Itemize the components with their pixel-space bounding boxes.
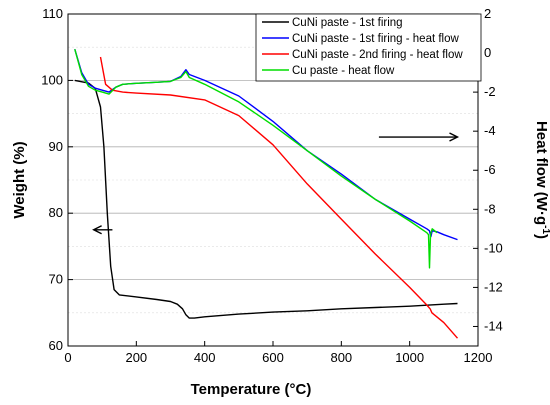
annotations <box>92 132 460 235</box>
y-right-tick-label: -4 <box>484 123 496 138</box>
legend: CuNi paste - 1st firing CuNi paste - 1st… <box>255 13 482 82</box>
series-line-4 <box>74 49 438 269</box>
series-line-1 <box>74 79 458 319</box>
legend-entry-4: Cu paste - heat flow <box>262 65 395 77</box>
x-tick-label: 800 <box>330 350 352 365</box>
y-right-tick-label: -14 <box>484 318 503 333</box>
x-tick-label: 1000 <box>395 350 424 365</box>
x-tick-label: 1200 <box>464 350 493 365</box>
legend-entry-2: CuNi paste - 1st firing - heat flow <box>262 33 460 45</box>
legend-label-2: CuNi paste - 1st firing - heat flow <box>292 33 460 45</box>
y-axis-right-title-close: ) <box>533 234 550 239</box>
left-arrow-head <box>92 225 102 235</box>
x-tick-label: 600 <box>262 350 284 365</box>
x-tick-label: 200 <box>125 350 147 365</box>
y-right-tick-label: -10 <box>484 240 503 255</box>
y-axis-left-title: Weight (%) <box>11 141 28 218</box>
x-tick-label: 400 <box>194 350 216 365</box>
y-axis-right-title-main: Heat flow (W·g <box>533 121 550 225</box>
y-right-tick-label: 0 <box>484 45 491 60</box>
y-axis-right-title: Heat flow (W·g-1) <box>533 121 550 239</box>
legend-label-1: CuNi paste - 1st firing <box>292 17 403 29</box>
y-left-tick-label: 80 <box>49 205 63 220</box>
legend-entry-1: CuNi paste - 1st firing <box>262 17 403 29</box>
y-right-tick-label: -12 <box>484 279 503 294</box>
series-layer <box>74 49 459 339</box>
right-arrow-head <box>449 132 460 142</box>
y-right-tick-label: -6 <box>484 162 496 177</box>
legend-entry-3: CuNi paste - 2nd firing - heat flow <box>262 49 463 61</box>
legend-label-4: Cu paste - heat flow <box>292 65 395 77</box>
gridlines <box>68 46 478 314</box>
right-arrow <box>378 132 460 142</box>
y-right-tick-label: -8 <box>484 201 496 216</box>
x-axis-title: Temperature (°C) <box>191 381 312 398</box>
legend-label-3: CuNi paste - 2nd firing - heat flow <box>292 49 463 61</box>
y-left-tick-label: 90 <box>49 139 63 154</box>
y-right-tick-label: 2 <box>484 6 491 21</box>
y-axis-right-title-sup: -1 <box>540 225 550 234</box>
y-left-tick-label: 100 <box>41 72 63 87</box>
ticks: 0 200 400 600 800 1000 1200 60 70 80 90 100 110 2 0 -2 -… <box>41 6 503 365</box>
y-right-tick-label: -2 <box>484 84 496 99</box>
y-left-tick-label: 60 <box>49 338 63 353</box>
legend-box <box>255 13 482 82</box>
x-tick-label: 0 <box>64 350 71 365</box>
y-left-tick-label: 110 <box>42 6 63 21</box>
left-arrow <box>92 225 113 235</box>
y-left-tick-label: 70 <box>49 272 63 287</box>
series-line-3 <box>99 56 459 339</box>
